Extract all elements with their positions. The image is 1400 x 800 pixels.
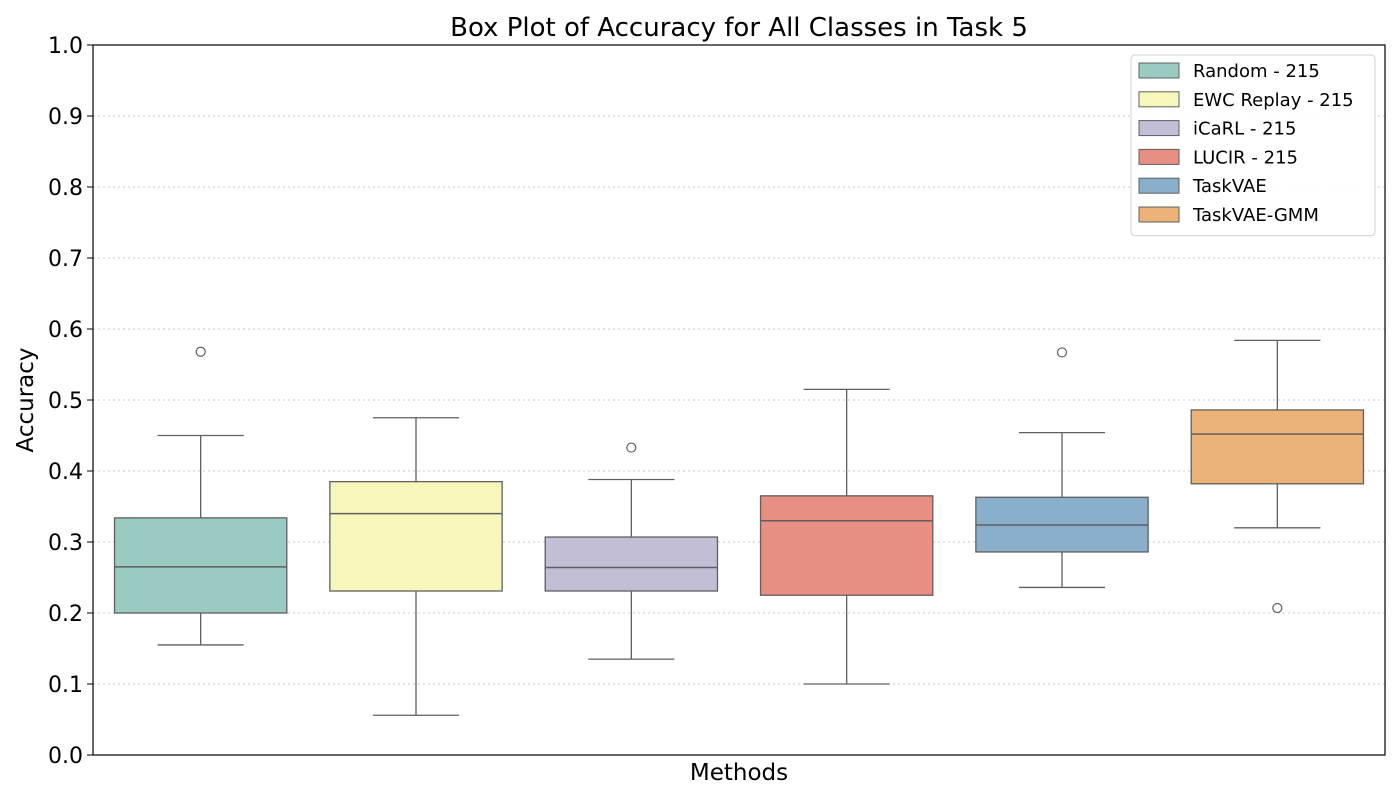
y-tick-label: 0.1 (48, 673, 83, 698)
legend-swatch (1138, 148, 1180, 165)
box-iqr (544, 536, 719, 592)
box-series (113, 339, 1365, 716)
y-tick-label: 0.3 (48, 531, 83, 556)
y-tick-label: 0.9 (48, 105, 83, 130)
y-axis-label: Accuracy (13, 347, 39, 452)
legend-swatch (1138, 91, 1180, 108)
legend-entry-label: LUCIR - 215 (1193, 147, 1298, 168)
y-tick-label: 0.7 (48, 247, 83, 272)
legend-frame (1130, 54, 1376, 237)
box-group (759, 388, 934, 685)
box-iqr (759, 495, 934, 596)
y-tick-label: 0.0 (48, 744, 83, 769)
legend-swatch (1138, 120, 1180, 137)
outlier-point (195, 346, 206, 357)
legend-entry-label: TaskVAE (1192, 176, 1267, 197)
box-group (113, 346, 288, 646)
box-group (1190, 339, 1365, 614)
box-iqr (1190, 409, 1365, 485)
outlier-point (626, 442, 637, 453)
legend: Random - 215 EWC Replay - 215 iCaRL - 215 L… (1130, 54, 1376, 237)
grid-lines (93, 115, 1385, 685)
box-group (329, 417, 503, 716)
box-group (544, 442, 719, 660)
y-tick-label: 1.0 (48, 34, 83, 59)
outlier-point (1056, 347, 1068, 358)
plot-frame (92, 44, 1386, 756)
chart-title: Box Plot of Accuracy for All Classes in … (450, 13, 1028, 43)
outlier-point (1272, 602, 1283, 614)
legend-swatch (1138, 177, 1180, 194)
legend-entry-label: TaskVAE-GMM (1192, 205, 1319, 226)
y-tick-label: 0.4 (48, 460, 83, 485)
legend-entry-label: Random - 215 (1193, 61, 1320, 82)
y-tick-label: 0.6 (48, 318, 83, 343)
y-tick-label: 0.5 (48, 389, 83, 414)
legend-entry-label: iCaRL - 215 (1193, 119, 1296, 140)
y-tick-label: 0.8 (48, 176, 83, 201)
x-axis-label: Methods (690, 760, 788, 786)
legend-swatch (1138, 62, 1180, 79)
box-group (975, 347, 1149, 589)
legend-swatch (1138, 206, 1180, 223)
box-iqr (329, 480, 503, 592)
y-tick-label: 0.2 (48, 602, 83, 627)
box-iqr (113, 517, 288, 614)
y-axis-ticks: 0.0 0.1 0.2 0.3 0.4 0.5 0.6 0.7 0.8 0.9 1.0 (48, 34, 93, 769)
legend-entry-label: EWC Replay - 215 (1193, 90, 1354, 111)
